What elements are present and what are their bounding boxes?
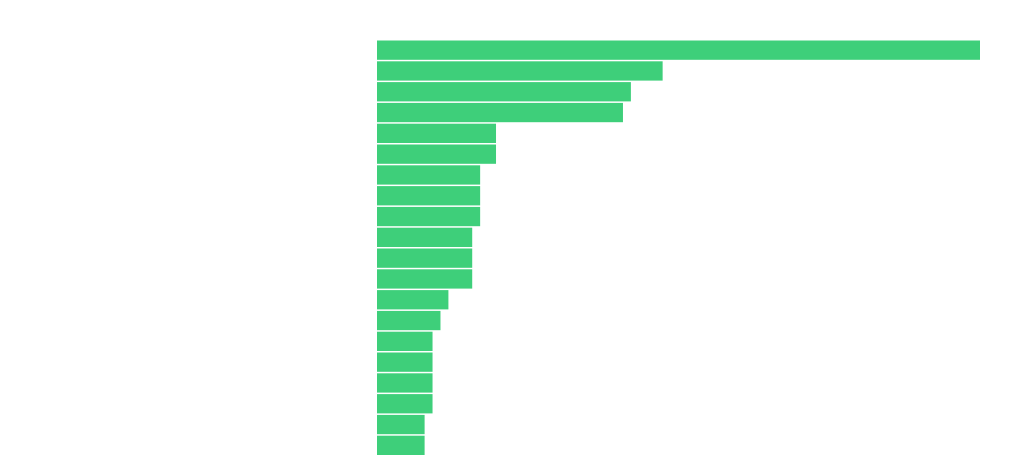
- bar: [377, 61, 663, 81]
- bar: [377, 248, 473, 268]
- bar: [377, 82, 631, 102]
- bar: [377, 144, 497, 164]
- bar: [377, 123, 497, 143]
- bar: [377, 331, 433, 351]
- bar: [377, 186, 481, 206]
- bar: [377, 414, 425, 435]
- bar: [377, 102, 623, 123]
- bar: [377, 227, 473, 247]
- bar: [377, 394, 433, 414]
- bar: [377, 40, 980, 60]
- bar: [377, 352, 433, 372]
- bar: [377, 310, 441, 331]
- bar: [377, 269, 473, 289]
- bar: [377, 373, 433, 393]
- bar: [377, 435, 425, 455]
- bar: [377, 290, 449, 310]
- bar: [377, 165, 481, 185]
- bar: [377, 206, 481, 227]
